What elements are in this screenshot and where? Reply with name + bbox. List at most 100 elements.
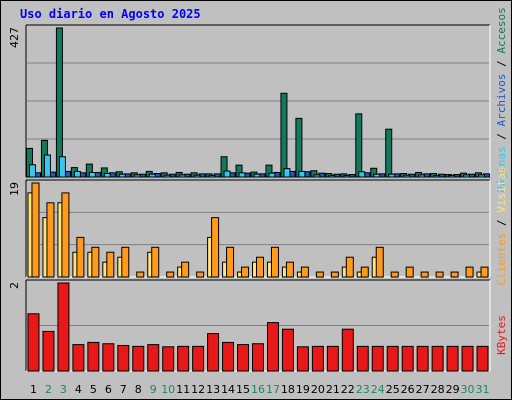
bar-paginas-day-22: [343, 175, 351, 178]
bar-kbytes-day-9: [147, 344, 160, 372]
legend-separator: /: [495, 213, 508, 233]
bar-paginas-day-26: [403, 174, 411, 178]
x-tick-label: 31: [476, 383, 490, 396]
bar-kbytes-day-23: [356, 345, 369, 372]
bar-accesos-day-3: [55, 27, 63, 178]
bar-clientes-day-25: [390, 271, 399, 278]
x-tick-label: 8: [135, 383, 142, 396]
bar-kbytes-day-31: [476, 345, 489, 372]
bar-clientes-day-14: [226, 246, 235, 278]
bar-clientes-day-22: [345, 256, 354, 278]
bar-paginas-day-24: [373, 173, 381, 178]
bar-clientes-day-23: [360, 266, 369, 278]
bar-clientes-day-7: [121, 246, 130, 278]
bar-kbytes-day-18: [281, 328, 294, 372]
bar-clientes-day-13: [211, 217, 220, 278]
x-tick-label: 5: [90, 383, 97, 396]
bar-kbytes-day-5: [87, 341, 100, 372]
x-tick-label: 14: [221, 383, 235, 396]
bar-paginas-day-27: [418, 174, 426, 178]
y-max-label-bottom: 2: [8, 282, 21, 289]
legend-middle-panel: Clientes / Visitas: [495, 166, 508, 285]
bar-kbytes-day-21: [326, 345, 339, 372]
bar-paginas-day-14: [223, 170, 231, 178]
legend-paginas: Páginas: [495, 146, 508, 192]
x-tick-label: 3: [60, 383, 67, 396]
x-tick-label: 1: [30, 383, 37, 396]
x-tick-label: 25: [386, 383, 400, 396]
bar-clientes-day-10: [166, 271, 175, 278]
bar-paginas-day-19: [298, 170, 306, 178]
bar-kbytes-day-3: [57, 282, 70, 372]
bar-accesos-day-23: [355, 113, 363, 178]
bar-clientes-day-17: [270, 246, 279, 278]
bar-kbytes-day-8: [132, 345, 145, 372]
bar-clientes-day-18: [285, 261, 294, 278]
x-tick-label: 22: [341, 383, 355, 396]
bar-kbytes-day-29: [446, 345, 459, 372]
bar-paginas-day-20: [313, 174, 321, 178]
legend-separator: /: [495, 126, 508, 146]
bar-clientes-day-19: [300, 266, 309, 278]
bar-kbytes-day-16: [252, 343, 264, 372]
bar-paginas-day-10: [163, 174, 171, 178]
y-max-label-top: 427: [8, 27, 21, 48]
bar-kbytes-day-1: [27, 313, 40, 372]
x-tick-label: 7: [120, 383, 127, 396]
legend-archivos: Archivos: [495, 74, 508, 127]
x-tick-label: 19: [296, 383, 310, 396]
x-tick-label: 24: [371, 383, 385, 396]
bar-clientes-day-27: [420, 271, 429, 278]
bar-kbytes-day-24: [371, 345, 384, 372]
bar-paginas-day-15: [238, 172, 246, 178]
bar-kbytes-day-19: [296, 346, 309, 372]
chart-title: Uso diario en Agosto 2025: [20, 7, 201, 21]
bar-paginas-day-23: [358, 171, 366, 178]
x-tick-label: 11: [176, 383, 190, 396]
bar-clientes-day-12: [196, 271, 205, 278]
bar-clientes-day-1: [31, 182, 40, 278]
bar-paginas-day-11: [178, 174, 186, 178]
bar-clientes-day-9: [151, 246, 160, 278]
bar-kbytes-day-11: [177, 345, 190, 372]
x-tick-label: 26: [401, 383, 415, 396]
bar-paginas-day-13: [208, 175, 216, 178]
bar-paginas-day-31: [478, 174, 486, 178]
x-tick-label: 17: [266, 383, 280, 396]
bar-kbytes-day-17: [266, 322, 279, 372]
bar-kbytes-day-28: [431, 345, 444, 372]
legend-accesos: Accesos: [495, 7, 508, 53]
x-tick-label: 21: [326, 383, 340, 396]
bar-clientes-day-3: [61, 192, 70, 278]
legend-visitas: Visitas: [495, 166, 508, 212]
bar-clientes-day-21: [330, 271, 339, 278]
x-tick-label: 23: [356, 383, 370, 396]
bar-clientes-day-4: [76, 236, 85, 278]
bar-paginas-day-3: [58, 156, 66, 178]
bar-kbytes-day-10: [162, 346, 175, 372]
bar-clientes-day-26: [405, 266, 414, 278]
bar-kbytes-day-7: [117, 344, 130, 372]
bar-paginas-day-29: [448, 175, 456, 178]
x-tick-label: 4: [75, 383, 82, 396]
x-tick-label: 29: [446, 383, 460, 396]
legend-separator: /: [495, 54, 508, 74]
bar-kbytes-day-20: [311, 345, 324, 372]
bar-accesos-day-19: [295, 117, 303, 178]
bar-clientes-day-2: [46, 202, 55, 278]
bar-paginas-day-18: [283, 168, 291, 178]
bar-paginas-day-1: [28, 164, 36, 178]
x-tick-label: 16: [251, 383, 265, 396]
bar-clientes-day-11: [181, 261, 190, 278]
x-tick-label: 27: [416, 383, 430, 396]
x-tick-label: 20: [311, 383, 325, 396]
bar-paginas-day-7: [118, 173, 126, 178]
bar-clientes-day-31: [480, 266, 489, 278]
bar-paginas-day-30: [463, 174, 471, 178]
bar-kbytes-day-14: [222, 341, 235, 372]
bar-paginas-day-9: [148, 173, 156, 178]
bar-paginas-day-5: [88, 171, 96, 178]
bar-clientes-day-16: [256, 256, 264, 278]
x-tick-label: 28: [431, 383, 445, 396]
